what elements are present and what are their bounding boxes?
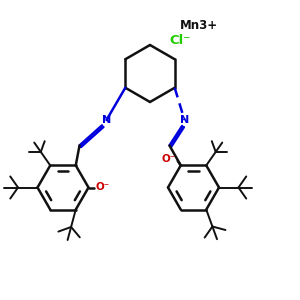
Text: O⁻: O⁻ (95, 182, 110, 192)
Text: Mn3+: Mn3+ (180, 19, 218, 32)
Text: Cl⁻: Cl⁻ (169, 34, 191, 47)
Text: N: N (180, 115, 189, 125)
Text: O⁻: O⁻ (162, 154, 176, 164)
Text: N: N (102, 115, 111, 125)
